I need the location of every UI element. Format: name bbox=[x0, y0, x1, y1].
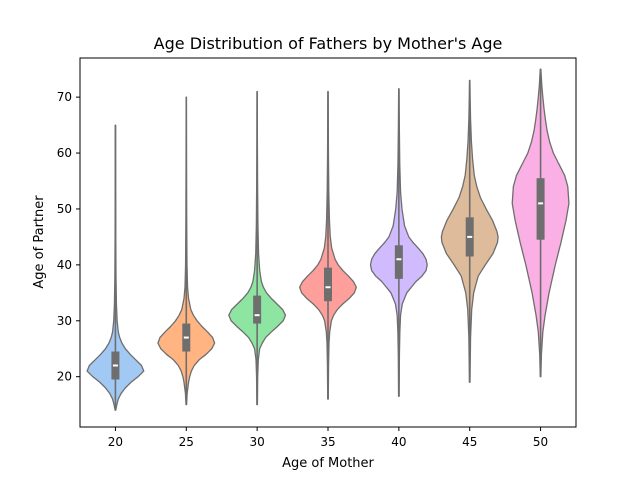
y-tick-label-30: 30 bbox=[57, 314, 72, 328]
violin-median-50 bbox=[538, 202, 544, 205]
x-tick-label-25: 25 bbox=[179, 435, 194, 449]
y-axis-label: Age of Partner bbox=[32, 195, 47, 289]
violin-20 bbox=[86, 124, 145, 411]
x-tick-label-35: 35 bbox=[320, 435, 335, 449]
violin-median-30 bbox=[254, 314, 260, 317]
violin-40 bbox=[369, 88, 428, 397]
y-tick-label-70: 70 bbox=[57, 90, 72, 104]
violin-35 bbox=[299, 90, 357, 400]
violin-50 bbox=[511, 68, 570, 378]
violin-iqr-box-35 bbox=[324, 267, 332, 302]
violin-median-40 bbox=[396, 258, 402, 261]
y-tick-label-60: 60 bbox=[57, 146, 72, 160]
x-tick-label-20: 20 bbox=[108, 435, 123, 449]
y-tick-label-40: 40 bbox=[57, 258, 72, 272]
y-axis-ticks: 20 30 40 50 60 70 bbox=[57, 90, 80, 384]
violin-iqr-box-30 bbox=[253, 295, 262, 324]
violin-median-20 bbox=[112, 364, 118, 367]
violin-median-25 bbox=[183, 336, 189, 339]
violin-25 bbox=[157, 96, 216, 406]
y-tick-label-50: 50 bbox=[57, 202, 72, 216]
x-tick-label-30: 30 bbox=[250, 435, 265, 449]
violin-30 bbox=[228, 90, 287, 406]
chart-title: Age Distribution of Fathers by Mother's … bbox=[154, 34, 503, 53]
x-axis-ticks: 20 25 30 35 40 45 50 bbox=[108, 427, 548, 449]
violin-45 bbox=[440, 79, 499, 383]
violin-median-45 bbox=[467, 235, 473, 238]
violin-iqr-box-50 bbox=[536, 178, 545, 240]
violin-iqr-box-40 bbox=[394, 245, 403, 279]
violins-layer bbox=[86, 68, 570, 411]
x-tick-label-45: 45 bbox=[462, 435, 477, 449]
x-tick-label-40: 40 bbox=[391, 435, 406, 449]
x-tick-label-50: 50 bbox=[533, 435, 548, 449]
violin-median-35 bbox=[325, 286, 331, 289]
x-axis-label: Age of Mother bbox=[282, 456, 374, 471]
y-tick-label-20: 20 bbox=[57, 370, 72, 384]
